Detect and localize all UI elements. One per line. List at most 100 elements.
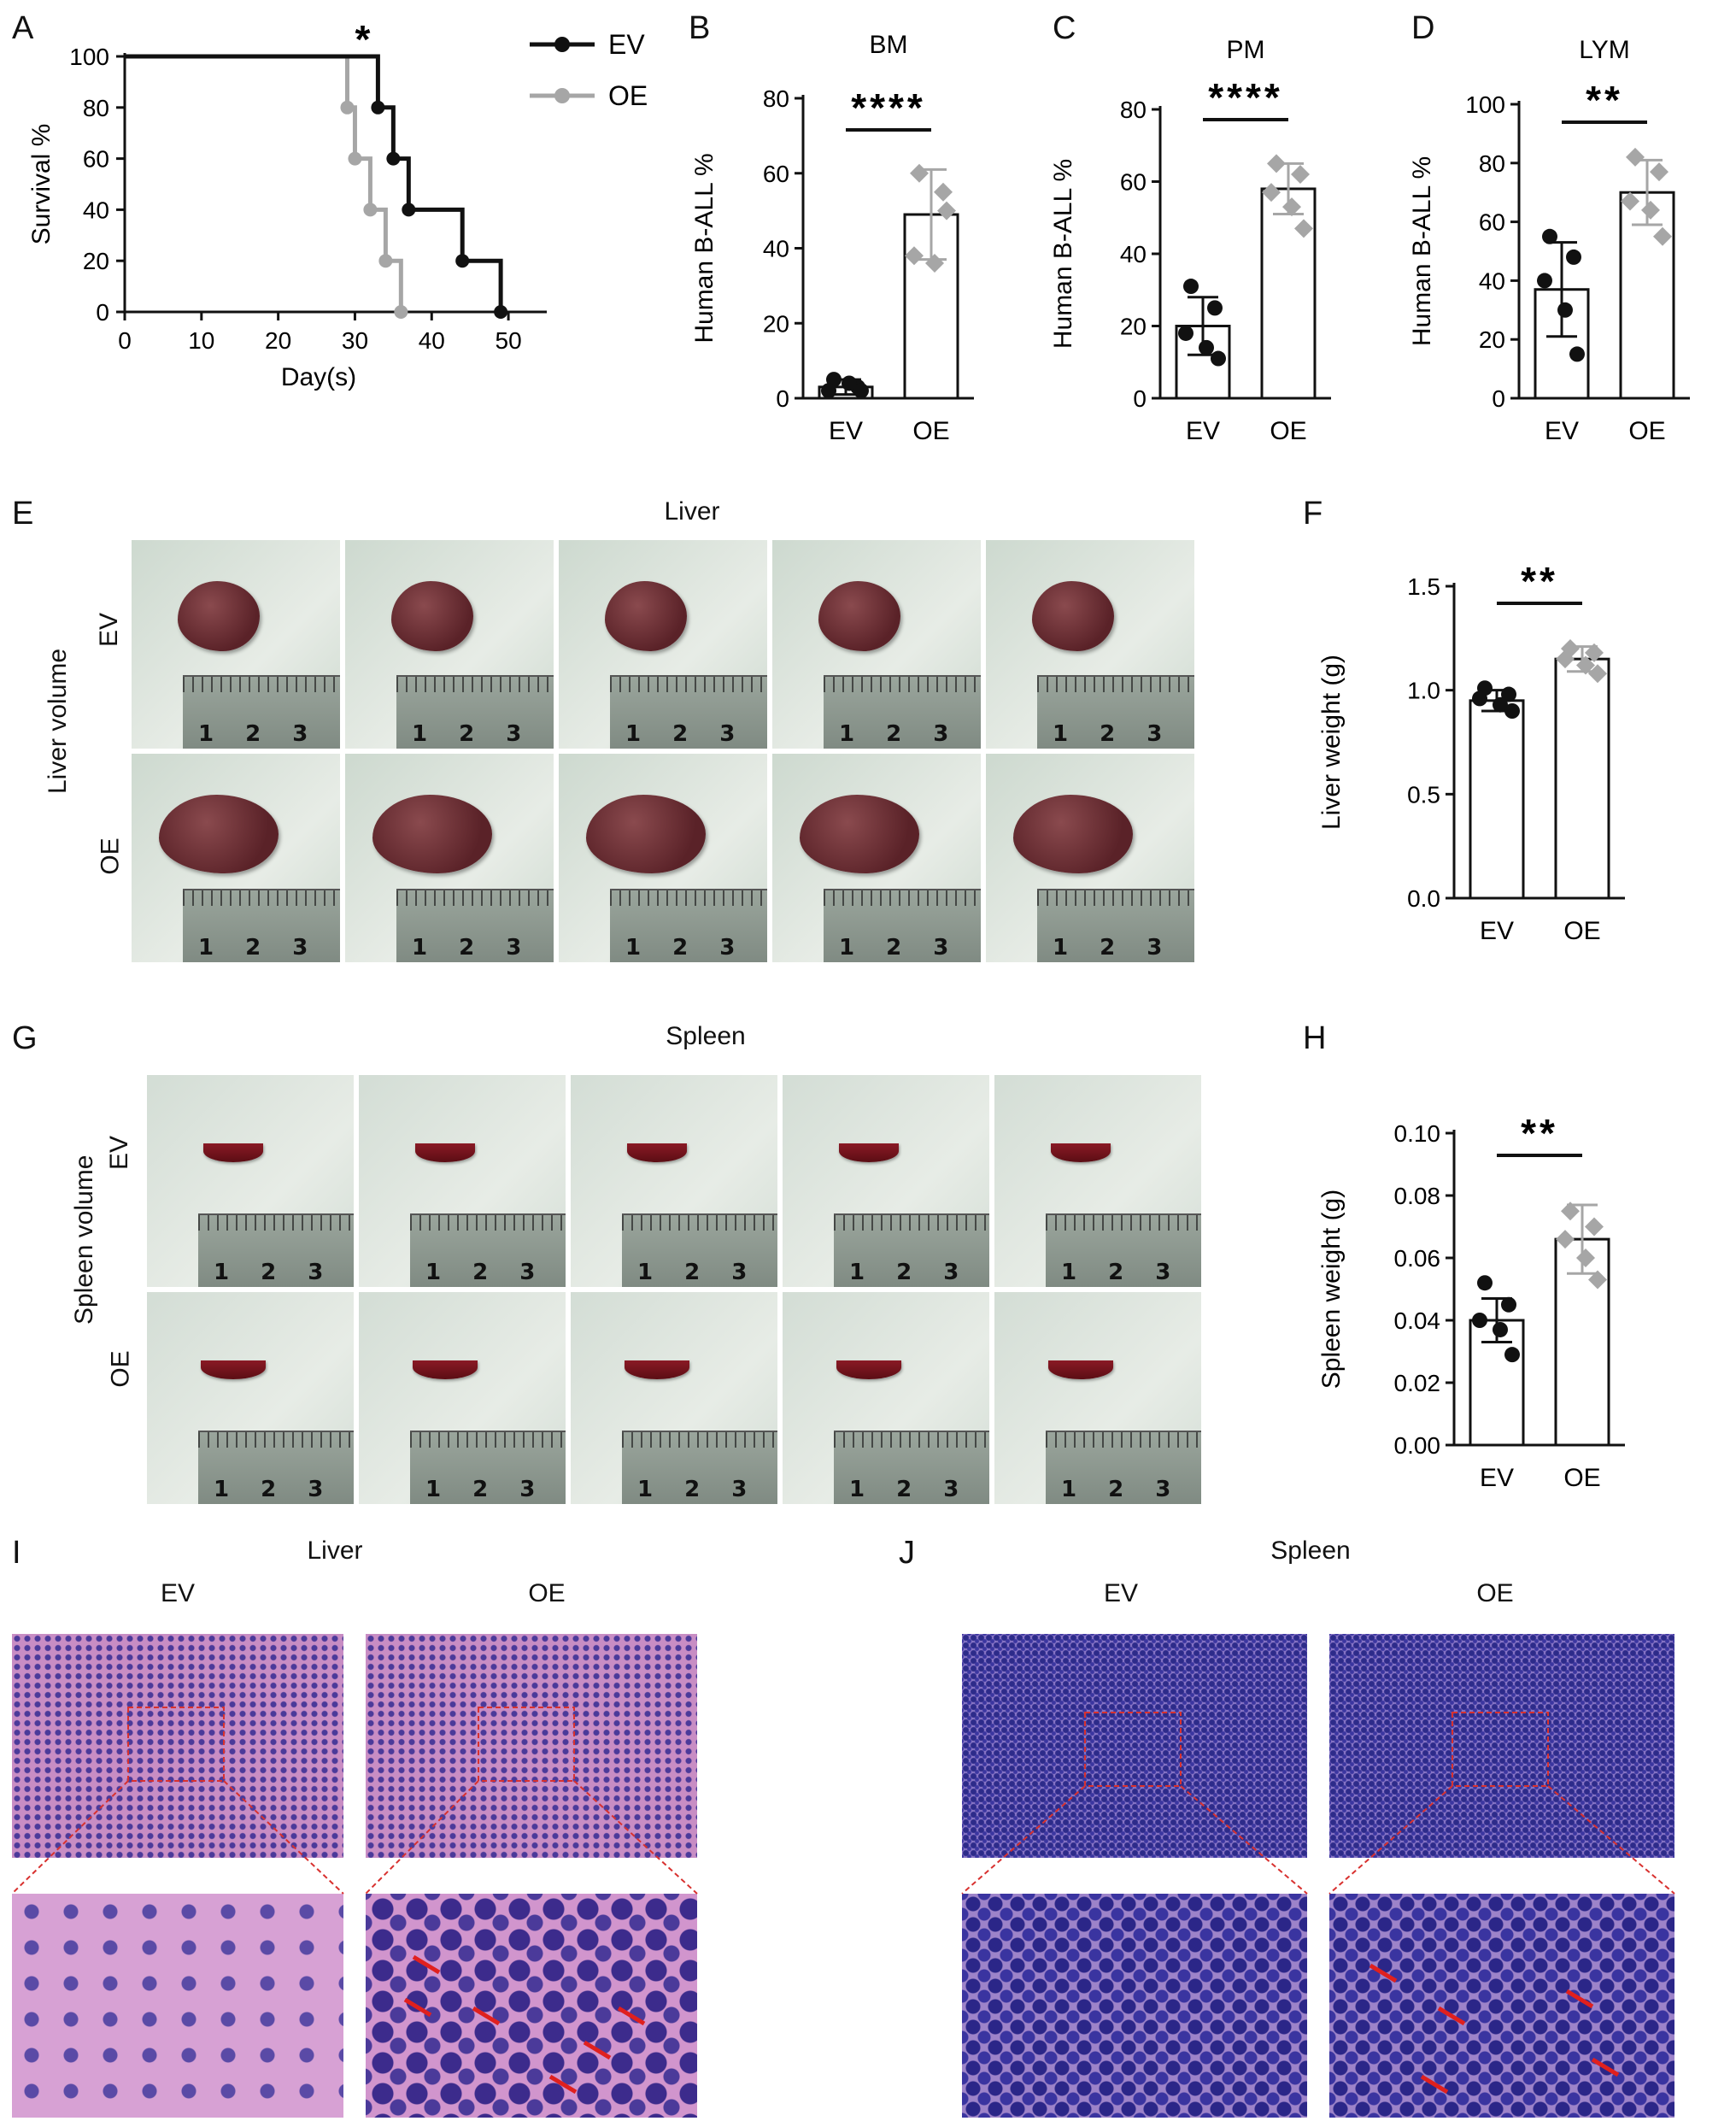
survival-y-tick-label: 80	[83, 95, 109, 121]
bm-y-tick-label: 60	[763, 161, 789, 187]
spleen-weight-point-oe	[1561, 1202, 1580, 1221]
ruler: 1 2 3 4	[396, 889, 554, 962]
bm-y-tick-label: 40	[763, 236, 789, 262]
spleen-weight-y-label: Spleen weight (g)	[1317, 1190, 1346, 1389]
ruler: 1 2 3	[834, 1213, 989, 1287]
spleen-photo: 1 2 3	[994, 1075, 1201, 1287]
pm-point-oe	[1294, 219, 1313, 238]
zoom-box	[1084, 1712, 1182, 1787]
liver-weight-y-label: Liver weight (g)	[1317, 655, 1346, 830]
lym-point-ev	[1557, 302, 1573, 318]
liver-photo: 1 2 3 4	[772, 754, 981, 962]
spleen-weight-point-oe	[1556, 1230, 1575, 1249]
red-arrow-icon	[1591, 2057, 1620, 2077]
lym-y-label: Human B-ALL %	[1408, 156, 1436, 346]
histology-image	[1329, 1894, 1674, 2118]
bm-y-tick-label: 0	[776, 385, 789, 412]
liver-specimen	[586, 795, 706, 873]
ruler: 1 2 3	[410, 1213, 566, 1287]
spleen-weight-y-tick-label: 0.02	[1394, 1370, 1441, 1396]
panel-label-h: H	[1303, 1020, 1327, 1056]
pm-y-tick-label: 40	[1120, 241, 1147, 267]
spleen-photo: 1 2 3	[994, 1292, 1201, 1504]
liver-weight-point-ev	[1493, 696, 1508, 713]
zoom-connector	[573, 1780, 698, 1895]
spleen-specimen	[203, 1143, 263, 1162]
ruler-numbers: 1 2 3	[214, 1260, 336, 1285]
lym-y-tick-label: 0	[1492, 385, 1505, 412]
spleen-weight-y-tick-label: 0.08	[1394, 1183, 1441, 1209]
spleen-photo: 1 2 3	[359, 1075, 566, 1287]
bm-y-tick-label: 80	[763, 85, 789, 112]
red-arrow-icon	[583, 2040, 612, 2060]
red-arrow-icon	[1565, 1989, 1594, 2009]
bm-title: BM	[870, 31, 908, 59]
liver-weight-significance: **	[1521, 559, 1558, 603]
survival-y-tick-label: 100	[69, 44, 109, 70]
histology-image	[962, 1634, 1307, 1858]
liver-photo: 1 2 3 4	[986, 754, 1194, 962]
bm-bar-chart: 0 20 40 60 80 Human B-ALL % BM EV OE ****	[690, 31, 974, 445]
zoom-connector	[11, 1780, 129, 1895]
legend-marker-oe	[554, 88, 570, 103]
panel-label-g: G	[12, 1020, 38, 1056]
red-arrow-icon	[1420, 2074, 1449, 2095]
bm-y-label: Human B-ALL %	[690, 153, 718, 343]
survival-point-ev	[455, 254, 470, 268]
spleen-specimen	[839, 1143, 899, 1162]
survival-line-ev	[125, 54, 503, 312]
survival-x-tick-label: 50	[496, 327, 522, 354]
red-arrow-icon	[617, 2006, 646, 2026]
histology-image	[12, 1634, 343, 1858]
legend-label-oe: OE	[608, 80, 648, 111]
lym-x-label-oe: OE	[1628, 417, 1665, 445]
ruler-numbers: 1 2 3	[214, 1477, 336, 1502]
survival-y-tick-label: 0	[96, 299, 109, 326]
red-arrow-icon	[1437, 2006, 1466, 2026]
spleen-specimen	[625, 1360, 689, 1379]
ruler: 1 2 3	[622, 1431, 777, 1504]
pm-point-ev	[1183, 279, 1199, 295]
bm-x-label-ev: EV	[829, 417, 863, 445]
liver-weight-x-label-oe: OE	[1563, 917, 1600, 940]
panel-label-e: E	[12, 496, 34, 532]
spleen-photo: 1 2 3	[571, 1075, 777, 1287]
lym-point-ev	[1569, 346, 1585, 362]
panel-label-j: J	[899, 1535, 915, 1571]
histology-image	[366, 1634, 697, 1858]
liver-weight-point-ev	[1472, 690, 1487, 707]
pm-title: PM	[1227, 36, 1265, 64]
survival-x-tick-label: 0	[118, 327, 132, 354]
spleen-weight-y-tick-label: 0.00	[1394, 1432, 1441, 1459]
liver-photos-title: Liver	[664, 497, 720, 526]
pm-y-tick-label: 80	[1120, 97, 1147, 123]
histology-image	[366, 1894, 697, 2118]
pm-x-label-ev: EV	[1186, 417, 1220, 445]
pm-point-oe	[1282, 197, 1301, 217]
survival-x-tick-label: 30	[342, 327, 368, 354]
bm-point-oe	[925, 254, 944, 273]
spleen-photo: 1 2 3	[783, 1292, 989, 1504]
spleen-specimen	[201, 1360, 266, 1379]
panel-label-b: B	[689, 10, 711, 46]
bm-point-oe	[937, 201, 956, 220]
lym-y-tick-label: 100	[1465, 91, 1505, 118]
liver-weight-y-tick-label: 1.5	[1407, 573, 1440, 600]
lym-point-ev	[1542, 228, 1557, 244]
bm-point-ev	[842, 375, 857, 391]
ruler: 1 2 3	[198, 1431, 354, 1504]
ruler-numbers: 1 2 3 4	[839, 721, 981, 747]
spleen-weight-point-ev	[1493, 1321, 1508, 1337]
spleen-weight-x-label-oe: OE	[1563, 1464, 1600, 1492]
ruler: 1 2 3	[622, 1213, 777, 1287]
liver-photo: 1 2 3 4	[132, 540, 340, 749]
liver-specimen	[159, 795, 279, 873]
ruler: 1 2 3 4	[1037, 889, 1194, 962]
lym-point-oe	[1650, 162, 1669, 182]
survival-x-label: Day(s)	[281, 363, 356, 391]
lym-significance: **	[1586, 78, 1623, 122]
ruler: 1 2 3 4	[183, 675, 340, 749]
histology-image	[962, 1894, 1307, 2118]
liver-weight-chart: 0.0 0.5 1.0 1.5 Liver weight (g) EV OE **	[1317, 559, 1625, 940]
